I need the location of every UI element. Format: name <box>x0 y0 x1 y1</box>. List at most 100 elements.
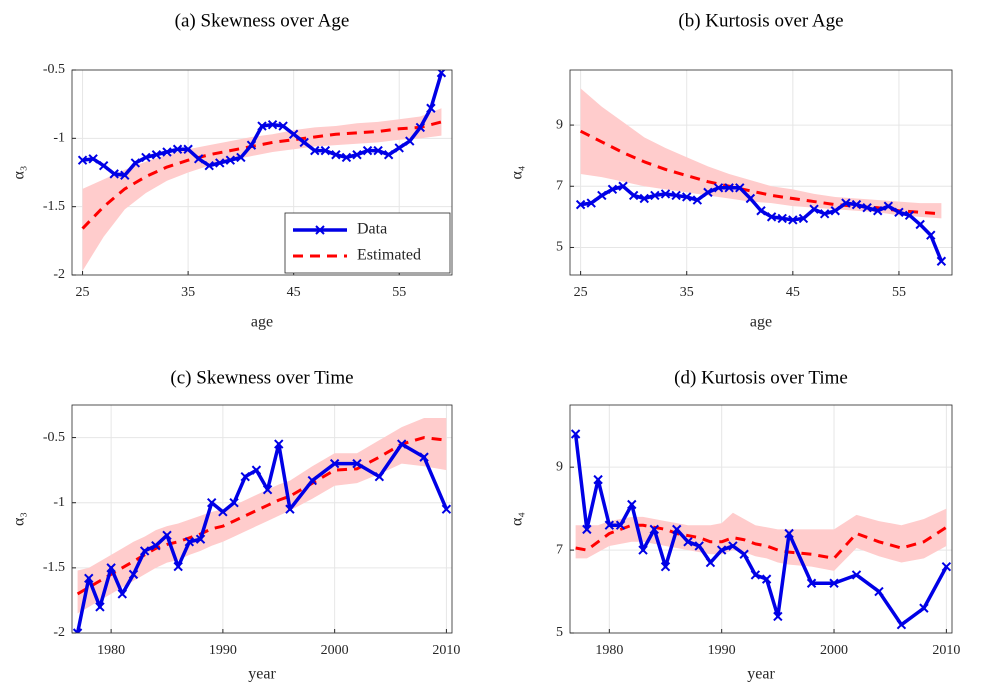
x-tick-label: 55 <box>892 285 906 300</box>
x-tick-label: 2000 <box>820 643 848 658</box>
legend-label: Estimated <box>357 247 421 264</box>
data-marker <box>671 190 681 201</box>
data-marker <box>373 145 383 156</box>
plot-content <box>72 418 452 633</box>
data-marker <box>597 190 607 201</box>
confidence-band <box>580 88 942 219</box>
x-axis-label: year <box>747 666 775 683</box>
data-marker <box>394 143 404 153</box>
data-marker <box>299 137 309 148</box>
data-marker <box>586 198 596 208</box>
data-marker <box>206 498 217 508</box>
y-tick-label: -0.5 <box>43 62 65 77</box>
x-tick-label: 2010 <box>932 643 960 658</box>
data-marker <box>383 150 394 160</box>
y-tick-label: -1.5 <box>43 560 65 575</box>
data-marker <box>650 190 660 201</box>
data-marker <box>862 202 872 213</box>
data-marker <box>705 557 716 568</box>
data-marker <box>784 528 794 539</box>
data-marker <box>593 474 603 485</box>
data-marker <box>240 471 250 482</box>
data-marker <box>788 215 798 225</box>
data-marker <box>851 199 862 210</box>
axes-frame <box>71 69 453 276</box>
confidence-band <box>82 108 442 271</box>
data-marker <box>915 219 925 230</box>
data-marker <box>310 145 320 156</box>
chart-title: (c) Skewness over Time <box>170 367 353 388</box>
data-marker <box>419 452 429 462</box>
y-axis-label: α₃ <box>11 512 28 526</box>
data-marker <box>618 181 628 191</box>
data-marker <box>604 520 615 530</box>
data-marker <box>162 530 172 540</box>
y-tick-label: 7 <box>556 542 563 557</box>
data-marker <box>374 471 385 482</box>
axes-frame <box>569 404 953 634</box>
data-marker <box>183 144 193 154</box>
data-marker <box>692 195 703 205</box>
data-marker <box>257 121 267 131</box>
data-marker <box>246 140 257 150</box>
data-marker <box>756 206 766 216</box>
data-marker <box>218 507 228 517</box>
data-marker <box>936 256 947 266</box>
x-tick-label: 45 <box>786 285 800 300</box>
data-marker <box>639 193 649 204</box>
x-tick-label: 35 <box>181 285 195 300</box>
data-marker <box>362 145 373 156</box>
data-marker <box>204 160 214 171</box>
data-marker <box>941 561 952 572</box>
data-marker <box>682 192 692 202</box>
data-marker <box>896 620 907 630</box>
data-marker <box>274 439 284 449</box>
data-marker <box>806 578 817 588</box>
data-marker <box>341 152 352 163</box>
data-marker <box>809 204 819 214</box>
data-marker <box>128 569 139 580</box>
data-marker <box>777 213 787 224</box>
data-marker <box>883 201 894 211</box>
data-marker <box>829 578 839 588</box>
data-marker <box>873 206 883 216</box>
data-marker <box>739 549 749 559</box>
data-marker <box>761 574 772 584</box>
data-marker <box>98 160 109 171</box>
data-marker <box>84 573 94 583</box>
data-marker <box>575 199 586 210</box>
chart-title: (b) Kurtosis over Age <box>678 10 843 31</box>
data-marker <box>660 561 671 572</box>
data-marker <box>352 458 362 469</box>
x-tick-label: 45 <box>287 285 301 300</box>
y-tick-label: 9 <box>556 459 563 474</box>
data-marker <box>120 170 130 180</box>
x-axis-label: year <box>248 666 276 683</box>
data-marker <box>151 541 161 551</box>
y-tick-label: -2 <box>53 625 65 640</box>
estimated-line <box>81 120 442 230</box>
data-marker <box>735 183 745 193</box>
confidence-band <box>575 508 947 571</box>
x-tick-label: 25 <box>574 285 588 300</box>
data-marker <box>926 230 936 240</box>
data-marker <box>307 475 318 486</box>
data-marker <box>193 154 204 164</box>
x-tick-label: 1980 <box>97 643 125 658</box>
data-marker <box>672 524 682 535</box>
data-marker <box>141 152 151 163</box>
data-marker <box>582 524 592 535</box>
data-marker <box>426 103 436 113</box>
y-axis-label: α₄ <box>509 512 526 526</box>
data-marker <box>798 213 809 224</box>
data-marker <box>106 563 116 573</box>
chart-title: (a) Skewness over Age <box>175 10 350 31</box>
data-marker <box>278 121 288 131</box>
data-marker <box>109 169 119 179</box>
data-marker <box>750 570 761 580</box>
plot-content <box>570 429 952 630</box>
x-tick-label: 1990 <box>209 643 237 658</box>
data-marker <box>139 546 150 556</box>
data-marker <box>615 520 626 530</box>
